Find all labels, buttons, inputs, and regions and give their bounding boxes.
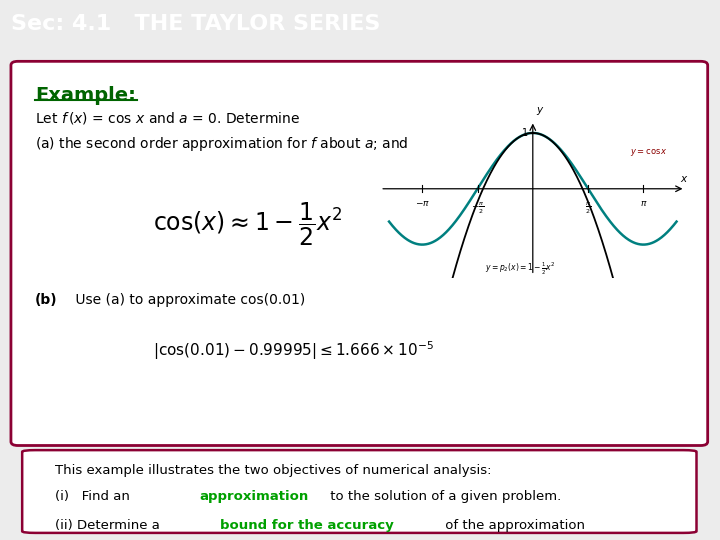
Text: of the approximation: of the approximation <box>441 519 585 532</box>
Text: $|\cos(0.01) - 0.99995| \leq 1.666 \times 10^{-5}$: $|\cos(0.01) - 0.99995| \leq 1.666 \time… <box>153 339 433 362</box>
Text: $-\pi$: $-\pi$ <box>415 199 430 208</box>
Text: Let $f\,(x)$ = cos $x$ and $a$ = 0. Determine: Let $f\,(x)$ = cos $x$ and $a$ = 0. Dete… <box>35 110 300 126</box>
Text: to the solution of a given problem.: to the solution of a given problem. <box>325 490 561 503</box>
Text: Use (a) to approximate cos(0.01): Use (a) to approximate cos(0.01) <box>71 293 305 307</box>
Text: $x$: $x$ <box>680 174 688 184</box>
Text: $-\frac{\pi}{2}$: $-\frac{\pi}{2}$ <box>471 201 485 217</box>
Text: $\pi$: $\pi$ <box>639 199 647 208</box>
Text: Sec: 4.1   THE TAYLOR SERIES: Sec: 4.1 THE TAYLOR SERIES <box>11 14 380 35</box>
Text: (i)   Find an: (i) Find an <box>55 490 135 503</box>
Text: (b): (b) <box>35 293 58 307</box>
Text: $\frac{\pi}{2}$: $\frac{\pi}{2}$ <box>585 201 591 217</box>
FancyBboxPatch shape <box>22 450 696 533</box>
Text: Example:: Example: <box>35 86 136 105</box>
Text: 1: 1 <box>522 128 528 138</box>
Text: (a) the second order approximation for $f$ about $a$; and: (a) the second order approximation for $… <box>35 134 409 153</box>
Text: $y = p_2(x) = 1 - \frac{1}{2}x^2$: $y = p_2(x) = 1 - \frac{1}{2}x^2$ <box>485 261 556 277</box>
FancyBboxPatch shape <box>11 62 708 446</box>
Text: bound for the accuracy: bound for the accuracy <box>220 519 393 532</box>
Text: $\cos(x) \approx 1 - \dfrac{1}{2}x^2$: $\cos(x) \approx 1 - \dfrac{1}{2}x^2$ <box>153 200 342 248</box>
Text: approximation: approximation <box>199 490 309 503</box>
Text: $y = \cos x$: $y = \cos x$ <box>630 147 668 158</box>
Text: $y$: $y$ <box>536 105 544 117</box>
Text: (ii) Determine a: (ii) Determine a <box>55 519 164 532</box>
Text: This example illustrates the two objectives of numerical analysis:: This example illustrates the two objecti… <box>55 464 492 477</box>
